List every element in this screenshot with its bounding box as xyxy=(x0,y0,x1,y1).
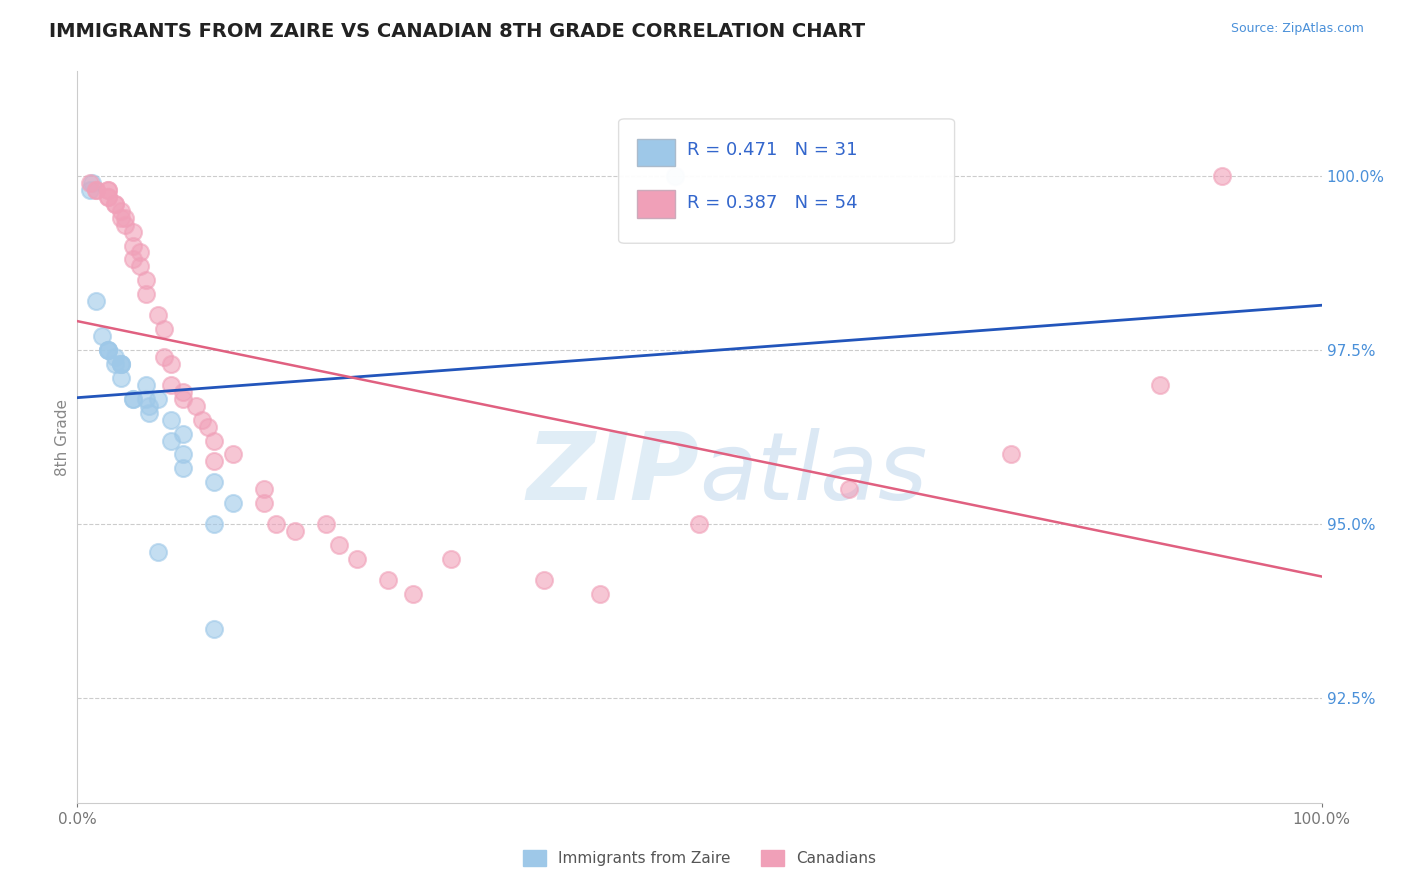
Point xyxy=(222,448,245,462)
Point xyxy=(159,412,181,426)
Point xyxy=(172,448,194,462)
Point xyxy=(84,183,107,197)
Point xyxy=(153,350,176,364)
Point xyxy=(97,343,120,357)
Point xyxy=(253,483,276,497)
Text: IMMIGRANTS FROM ZAIRE VS CANADIAN 8TH GRADE CORRELATION CHART: IMMIGRANTS FROM ZAIRE VS CANADIAN 8TH GR… xyxy=(49,22,865,41)
Point xyxy=(135,287,157,301)
Point xyxy=(82,176,104,190)
Point xyxy=(79,183,101,197)
Point xyxy=(346,552,368,566)
Point xyxy=(79,176,101,190)
Point xyxy=(110,357,132,371)
Point xyxy=(172,384,194,399)
Point xyxy=(689,517,711,532)
Point xyxy=(97,183,120,197)
Point xyxy=(266,517,288,532)
Point xyxy=(135,392,157,406)
Point xyxy=(122,392,145,406)
Point xyxy=(138,406,160,420)
Point xyxy=(315,517,337,532)
Point xyxy=(148,545,170,559)
Point xyxy=(122,225,145,239)
Point xyxy=(114,211,136,225)
Point xyxy=(440,552,463,566)
Point xyxy=(153,322,176,336)
Legend: Immigrants from Zaire, Canadians: Immigrants from Zaire, Canadians xyxy=(517,844,882,872)
Point xyxy=(159,434,181,448)
Point xyxy=(184,399,207,413)
Point xyxy=(222,496,245,510)
Text: R = 0.387   N = 54: R = 0.387 N = 54 xyxy=(688,194,858,212)
Point xyxy=(110,357,132,371)
Point xyxy=(664,169,686,183)
Point xyxy=(328,538,350,552)
Point xyxy=(402,587,425,601)
Point xyxy=(1000,448,1022,462)
Point xyxy=(128,260,150,274)
Point xyxy=(104,357,127,371)
Point xyxy=(104,196,127,211)
Point xyxy=(172,426,194,441)
Point xyxy=(1211,169,1233,183)
Point xyxy=(253,496,276,510)
Point xyxy=(128,245,150,260)
FancyBboxPatch shape xyxy=(637,138,675,167)
Text: atlas: atlas xyxy=(700,428,928,519)
Point xyxy=(135,377,157,392)
Point xyxy=(533,573,555,587)
Point xyxy=(159,357,181,371)
Point xyxy=(97,343,120,357)
Point xyxy=(377,573,399,587)
Point xyxy=(202,622,225,636)
Point xyxy=(202,475,225,490)
Point xyxy=(838,483,860,497)
Text: R = 0.471   N = 31: R = 0.471 N = 31 xyxy=(688,141,858,160)
Point xyxy=(97,190,120,204)
Point xyxy=(172,392,194,406)
Y-axis label: 8th Grade: 8th Grade xyxy=(55,399,70,475)
Point xyxy=(97,183,120,197)
Point xyxy=(97,190,120,204)
Point xyxy=(84,183,107,197)
Point xyxy=(1149,377,1171,392)
Point xyxy=(191,412,214,426)
Point xyxy=(122,238,145,252)
Point xyxy=(148,392,170,406)
Point xyxy=(91,329,114,343)
Point xyxy=(122,252,145,267)
Point xyxy=(97,343,120,357)
Point xyxy=(172,461,194,475)
Point xyxy=(138,399,160,413)
Point xyxy=(284,524,307,538)
Point xyxy=(110,203,132,218)
FancyBboxPatch shape xyxy=(637,190,675,218)
Point xyxy=(159,377,181,392)
Point xyxy=(104,196,127,211)
Point xyxy=(197,419,219,434)
Point xyxy=(202,454,225,468)
Point xyxy=(110,357,132,371)
Point xyxy=(135,273,157,287)
Point xyxy=(202,517,225,532)
Point xyxy=(84,294,107,309)
Point xyxy=(122,392,145,406)
Point xyxy=(110,371,132,385)
Point xyxy=(114,218,136,232)
Text: ZIP: ZIP xyxy=(527,427,700,520)
FancyBboxPatch shape xyxy=(619,119,955,244)
Point xyxy=(110,211,132,225)
Text: Source: ZipAtlas.com: Source: ZipAtlas.com xyxy=(1230,22,1364,36)
Point xyxy=(104,350,127,364)
Point xyxy=(148,308,170,322)
Point xyxy=(589,587,612,601)
Point xyxy=(202,434,225,448)
